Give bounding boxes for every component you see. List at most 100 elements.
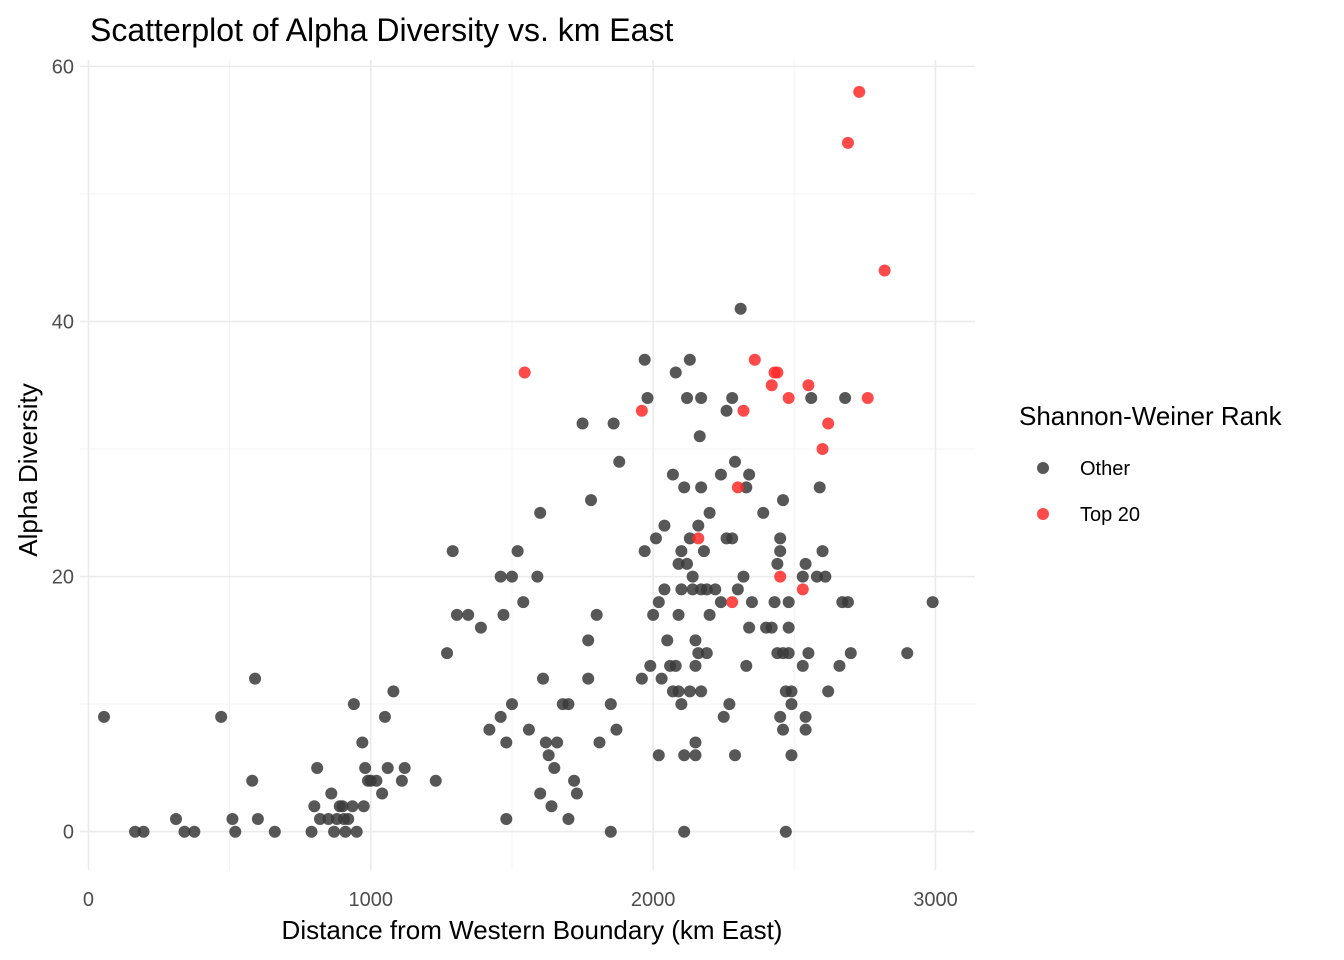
point-other: [675, 698, 688, 711]
point-other: [833, 659, 846, 672]
point-other: [731, 583, 744, 596]
point-other: [378, 710, 391, 723]
point-other: [658, 583, 671, 596]
point-other: [229, 825, 242, 838]
point-other: [805, 392, 818, 405]
point-other: [647, 608, 660, 621]
point-other: [695, 685, 708, 698]
point-other: [500, 736, 513, 749]
point-other: [689, 749, 702, 762]
point-other: [703, 506, 716, 519]
y-tick-label: 0: [63, 822, 74, 844]
point-other: [215, 710, 228, 723]
y-tick-label: 60: [52, 56, 74, 78]
point-top-20: [726, 596, 739, 609]
point-other: [802, 647, 815, 660]
point-other: [822, 685, 835, 698]
point-other: [726, 392, 739, 405]
point-other: [638, 545, 651, 558]
point-other: [370, 774, 383, 787]
point-other: [226, 812, 239, 825]
point-other: [325, 787, 338, 800]
point-other: [322, 812, 335, 825]
point-other: [534, 787, 547, 800]
point-other: [697, 545, 710, 558]
point-top-20: [774, 570, 787, 583]
point-other: [796, 659, 809, 672]
point-other: [610, 723, 623, 736]
x-tick-label: 1000: [349, 889, 394, 911]
y-axis-title: Alpha Diversity: [13, 383, 43, 556]
point-other: [652, 749, 665, 762]
point-other: [551, 736, 564, 749]
point-top-20: [635, 404, 648, 417]
point-other: [376, 787, 389, 800]
point-other: [779, 825, 792, 838]
point-other: [777, 494, 790, 507]
point-other: [782, 596, 795, 609]
point-other: [522, 723, 535, 736]
point-other: [774, 710, 787, 723]
point-other: [474, 621, 487, 634]
point-other: [336, 800, 349, 813]
point-other: [585, 494, 598, 507]
y-tick-label: 20: [52, 567, 74, 589]
point-other: [681, 557, 694, 570]
point-other: [740, 481, 753, 494]
point-other: [700, 647, 713, 660]
point-other: [137, 825, 150, 838]
point-top-20: [692, 532, 705, 545]
x-tick-label: 2000: [631, 889, 676, 911]
point-other: [681, 392, 694, 405]
point-other: [745, 596, 758, 609]
point-other: [729, 749, 742, 762]
point-other: [576, 417, 589, 430]
point-other: [511, 545, 524, 558]
point-top-20: [853, 85, 866, 98]
tick-labels: 0 1000 2000 3000 0 20 40 60: [52, 56, 958, 911]
point-other: [695, 481, 708, 494]
point-other: [429, 774, 442, 787]
point-other: [723, 698, 736, 711]
point-other: [582, 672, 595, 685]
data-points: [97, 85, 939, 838]
point-other: [785, 698, 798, 711]
point-other: [683, 353, 696, 366]
point-other: [692, 647, 705, 660]
point-other: [494, 710, 507, 723]
point-other: [689, 659, 702, 672]
point-other: [308, 800, 321, 813]
point-other: [604, 698, 617, 711]
point-top-20: [748, 353, 761, 366]
point-other: [339, 825, 352, 838]
point-other: [678, 749, 691, 762]
legend-key-top-20: [1037, 508, 1049, 520]
point-other: [593, 736, 606, 749]
point-other: [169, 812, 182, 825]
point-other: [539, 736, 552, 749]
point-other: [678, 825, 691, 838]
point-other: [562, 698, 575, 711]
point-other: [387, 685, 400, 698]
point-other: [97, 710, 110, 723]
point-other: [613, 455, 626, 468]
point-other: [686, 570, 699, 583]
point-other: [450, 608, 463, 621]
legend: Shannon-Weiner Rank Other Top 20: [1019, 401, 1283, 526]
point-top-20: [816, 443, 829, 456]
point-other: [531, 570, 544, 583]
point-other: [771, 557, 784, 570]
point-other: [542, 749, 555, 762]
point-other: [689, 736, 702, 749]
point-other: [777, 723, 790, 736]
point-other: [796, 570, 809, 583]
point-other: [695, 392, 708, 405]
legend-label-top-20: Top 20: [1080, 504, 1140, 526]
point-other: [655, 672, 668, 685]
point-other: [649, 532, 662, 545]
point-other: [714, 596, 727, 609]
point-top-20: [765, 379, 778, 392]
point-other: [768, 596, 781, 609]
point-top-20: [861, 392, 874, 405]
point-other: [757, 506, 770, 519]
